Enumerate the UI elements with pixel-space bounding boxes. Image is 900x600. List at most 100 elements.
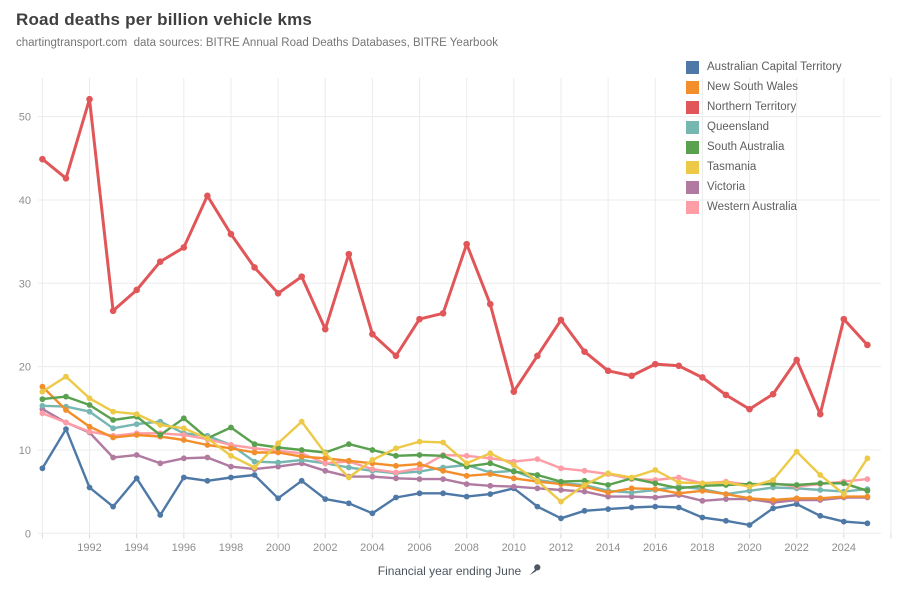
series-marker[interactable] (534, 352, 541, 360)
series-marker[interactable] (746, 522, 753, 528)
series-marker[interactable] (746, 483, 753, 490)
series-marker[interactable] (864, 487, 871, 494)
series-marker[interactable] (439, 310, 447, 317)
series-marker[interactable] (204, 454, 211, 461)
series-marker[interactable] (487, 455, 494, 462)
series-marker[interactable] (722, 391, 730, 399)
series-marker[interactable] (322, 496, 329, 503)
series-marker[interactable] (251, 441, 258, 448)
series-marker[interactable] (416, 461, 423, 468)
series-marker[interactable] (86, 484, 93, 491)
series-marker[interactable] (204, 192, 211, 200)
series-marker[interactable] (463, 240, 470, 248)
series-marker[interactable] (39, 396, 46, 403)
series-marker[interactable] (675, 479, 682, 486)
series-marker[interactable] (463, 452, 470, 459)
series-marker[interactable] (180, 425, 187, 432)
series-marker[interactable] (369, 473, 376, 480)
series-marker[interactable] (39, 383, 46, 390)
series-marker[interactable] (816, 410, 824, 418)
series-marker[interactable] (156, 258, 164, 265)
series-marker[interactable] (63, 393, 69, 400)
series-marker[interactable] (393, 445, 399, 452)
series-marker[interactable] (605, 493, 612, 500)
series-marker[interactable] (557, 316, 565, 324)
series-marker[interactable] (204, 442, 211, 448)
series-marker[interactable] (180, 432, 187, 438)
legend-item-nsw[interactable]: New South Wales (686, 77, 842, 97)
series-marker[interactable] (793, 356, 800, 364)
series-marker[interactable] (605, 489, 612, 496)
series-marker[interactable] (345, 457, 352, 464)
series-marker[interactable] (581, 488, 588, 495)
series-marker[interactable] (675, 362, 683, 370)
series-marker[interactable] (581, 467, 588, 474)
series-marker[interactable] (251, 464, 258, 471)
series-marker[interactable] (345, 464, 352, 471)
series-marker[interactable] (510, 475, 517, 482)
series-marker[interactable] (251, 472, 258, 478)
series-marker[interactable] (180, 474, 187, 481)
series-marker[interactable] (793, 495, 800, 502)
series-marker[interactable] (180, 244, 188, 251)
series-marker[interactable] (228, 463, 234, 470)
series-marker[interactable] (440, 476, 447, 483)
series-marker[interactable] (675, 504, 682, 511)
series-marker[interactable] (345, 250, 353, 258)
series-marker[interactable] (652, 467, 659, 473)
series-marker[interactable] (275, 440, 282, 447)
series-marker[interactable] (817, 495, 824, 502)
series-marker[interactable] (63, 373, 69, 380)
series-marker[interactable] (322, 450, 329, 457)
series-marker[interactable] (63, 407, 69, 413)
series-marker[interactable] (699, 487, 706, 494)
series-marker[interactable] (110, 408, 117, 415)
series-marker[interactable] (487, 460, 494, 467)
series-marker[interactable] (39, 410, 46, 417)
series-line-tasmania[interactable] (41, 375, 869, 503)
series-marker[interactable] (440, 490, 447, 497)
legend-item-act[interactable]: Australian Capital Territory (686, 57, 842, 77)
series-marker[interactable] (699, 514, 706, 521)
series-marker[interactable] (628, 504, 635, 511)
series-line-south-australia[interactable] (41, 395, 869, 492)
series-marker[interactable] (251, 449, 258, 456)
series-marker[interactable] (840, 518, 847, 525)
series-marker[interactable] (770, 477, 777, 483)
series-marker[interactable] (228, 474, 234, 481)
series-marker[interactable] (510, 388, 518, 395)
series-marker[interactable] (345, 441, 352, 448)
series-marker[interactable] (534, 477, 541, 484)
series-marker[interactable] (463, 472, 470, 479)
series-marker[interactable] (864, 455, 871, 462)
series-marker[interactable] (228, 424, 234, 431)
series-marker[interactable] (746, 495, 753, 502)
series-marker[interactable] (770, 505, 777, 512)
series-marker[interactable] (416, 476, 423, 483)
series-marker[interactable] (558, 515, 564, 522)
series-marker[interactable] (39, 388, 46, 395)
series-marker[interactable] (86, 408, 93, 415)
series-marker[interactable] (652, 503, 659, 510)
series-marker[interactable] (534, 472, 541, 478)
series-marker[interactable] (204, 477, 211, 484)
series-marker[interactable] (251, 445, 258, 452)
series-marker[interactable] (628, 489, 635, 496)
series-marker[interactable] (581, 507, 588, 514)
series-marker[interactable] (109, 307, 117, 315)
series-marker[interactable] (86, 428, 93, 435)
series-marker[interactable] (298, 453, 305, 460)
series-marker[interactable] (675, 490, 682, 497)
series-marker[interactable] (534, 485, 541, 492)
series-marker[interactable] (605, 482, 612, 488)
series-marker[interactable] (510, 483, 517, 490)
series-marker[interactable] (133, 286, 140, 294)
series-marker[interactable] (345, 474, 352, 481)
series-marker[interactable] (534, 503, 541, 510)
series-marker[interactable] (581, 348, 588, 355)
legend-item-vic[interactable]: Victoria (686, 177, 842, 197)
series-marker[interactable] (817, 487, 824, 493)
series-marker[interactable] (416, 452, 423, 458)
legend-item-sa[interactable]: South Australia (686, 137, 842, 157)
series-marker[interactable] (369, 510, 376, 517)
